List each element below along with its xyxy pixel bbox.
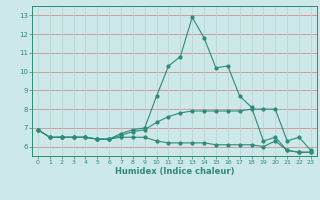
X-axis label: Humidex (Indice chaleur): Humidex (Indice chaleur) bbox=[115, 167, 234, 176]
